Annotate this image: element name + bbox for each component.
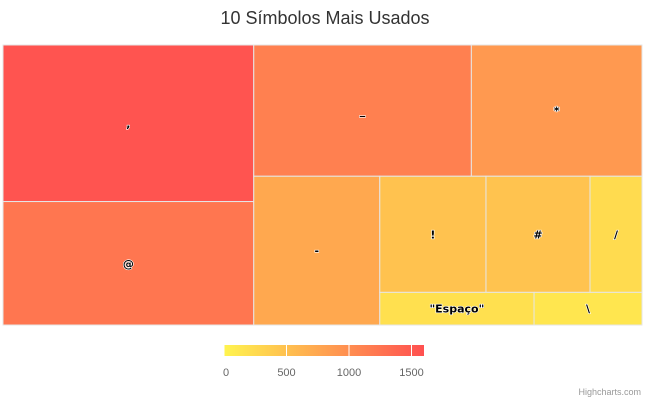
treemap-cell[interactable] (253, 175, 381, 326)
color-axis-legend: 0 500 1000 1500 (223, 345, 424, 379)
treemap-cell[interactable] (533, 291, 643, 326)
treemap-cell-label: * (554, 105, 560, 118)
treemap-cell[interactable] (379, 291, 535, 326)
credits-link[interactable]: Highcharts.com (578, 387, 641, 397)
color-axis-tick-label: 0 (223, 367, 229, 379)
treemap-cell-label: _ (360, 105, 366, 118)
treemap-cell-label: \ (586, 303, 591, 316)
color-axis-tick-label: 500 (277, 367, 295, 379)
treemap-cell-label: , (126, 117, 130, 130)
treemap-cell[interactable] (485, 175, 591, 293)
treemap-cell-label: - (314, 245, 319, 258)
treemap-cell[interactable] (2, 201, 255, 326)
color-axis-tick-label: 1500 (399, 367, 423, 379)
treemap-cell-label: ! (430, 228, 435, 241)
treemap-cell-label: # (533, 228, 542, 241)
treemap-cells: , @ _ * -! # / "Espaço" \ (2, 44, 643, 326)
treemap-cell-label: @ (123, 257, 134, 270)
color-axis-tick-label: 1000 (337, 367, 361, 379)
treemap-cell-label: / (614, 228, 619, 241)
treemap-cell-label: "Espaço" (429, 303, 484, 316)
treemap-cell[interactable] (379, 175, 487, 293)
color-axis-gradient-bar (224, 345, 424, 356)
treemap-cell[interactable] (589, 175, 643, 293)
chart-title: 10 Símbolos Mais Usados (220, 8, 430, 28)
treemap-cell[interactable] (470, 44, 643, 177)
